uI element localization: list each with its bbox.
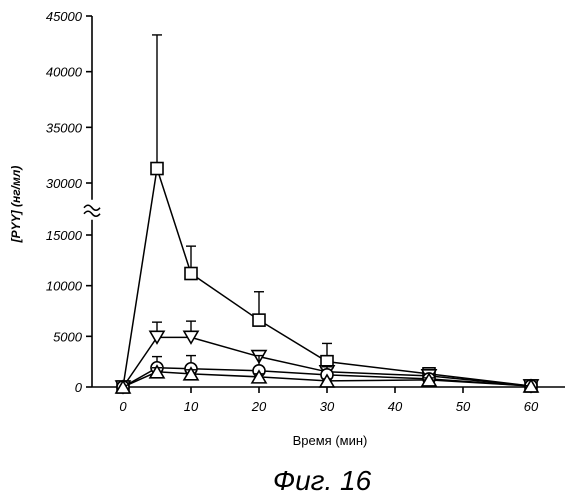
figure-caption: Фиг. 16	[273, 465, 372, 496]
y-axis-title: [PYY] (нг/мл)	[9, 166, 23, 244]
y-tick-label: 40000	[46, 65, 83, 80]
axes: 0 5000 10000 15000 30000 35000 40000 45000 0 10 20…	[46, 9, 565, 414]
marker-square	[151, 163, 163, 175]
x-tick-label: 50	[456, 399, 471, 414]
marker-square	[253, 314, 265, 326]
y-tick-label: 45000	[46, 9, 83, 24]
x-tick-label: 60	[524, 399, 539, 414]
x-tick-label: 40	[388, 399, 403, 414]
series-square	[117, 35, 537, 393]
y-tick-label: 30000	[46, 176, 83, 191]
x-tick-label: 20	[251, 399, 267, 414]
y-tick-label: 0	[75, 380, 83, 395]
y-tick-label: 10000	[46, 279, 83, 294]
series-layer	[116, 35, 538, 393]
y-tick-label: 5000	[53, 329, 83, 344]
y-tick-label: 35000	[46, 120, 83, 135]
x-tick-label: 10	[184, 399, 199, 414]
y-tick-label: 15000	[46, 228, 83, 243]
marker-square	[185, 268, 197, 280]
axis-break-mark	[84, 211, 100, 216]
x-tick-label: 0	[119, 399, 127, 414]
axis-break-mark	[84, 205, 100, 210]
x-axis-title: Время (мин)	[293, 433, 368, 448]
x-tick-label: 30	[320, 399, 335, 414]
